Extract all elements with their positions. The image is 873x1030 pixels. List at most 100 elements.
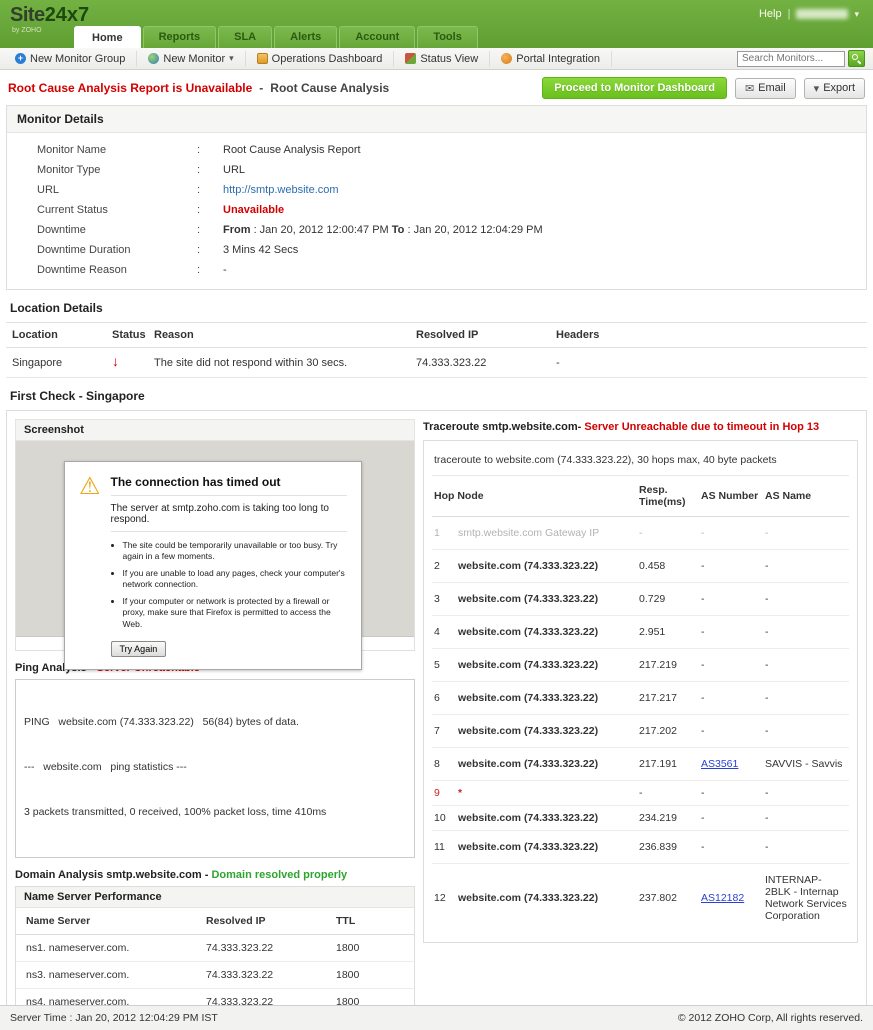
try-again-button[interactable]: Try Again [110, 641, 167, 658]
username-obscured[interactable] [796, 9, 849, 19]
nsp-table-row: ns3. nameserver.com. 74.333.323.22 1800 [16, 962, 414, 989]
traceroute-column: Traceroute smtp.website.com- Server Unre… [423, 419, 858, 1005]
location-table-row: Singapore ↓ The site did not respond wit… [6, 348, 867, 378]
monitor-details-heading: Monitor Details [7, 106, 866, 133]
server-time: Server Time : Jan 20, 2012 12:04:29 PM I… [10, 1012, 218, 1024]
dialog-title: The connection has timed out [110, 475, 347, 496]
traceroute-row: 5 website.com (74.333.323.22) 217.219 - … [432, 649, 849, 682]
current-status-label: Current Status [37, 204, 108, 216]
current-status-value: Unavailable [223, 204, 285, 216]
monitor-name-label: Monitor Name [37, 144, 107, 156]
help-link[interactable]: Help [758, 8, 782, 20]
dialog-bullet-list: The site could be temporarily unavailabl… [123, 540, 347, 630]
email-icon: ✉ [744, 82, 755, 95]
copyright: © 2012 ZOHO Corp, All rights reserved. [677, 1012, 863, 1024]
traceroute-row: 12 website.com (74.333.323.22) 237.802 A… [434, 874, 847, 922]
status-view-label: Status View [420, 52, 479, 65]
screenshot-image-area: ⚠ The connection has timed out The serve… [16, 441, 414, 671]
traceroute-row: 3 website.com (74.333.323.22) 0.729 - - [432, 583, 849, 616]
traceroute-row: 4 website.com (74.333.323.22) 2.951 - - [432, 616, 849, 649]
user-caret-icon[interactable]: ▾ [854, 8, 859, 19]
tab-alerts[interactable]: Alerts [274, 26, 338, 48]
ping-line: --- website.com ping statistics --- [24, 761, 187, 773]
screenshot-panel: ⚠ The connection has timed out The serve… [15, 441, 415, 671]
tab-home[interactable]: Home [74, 26, 141, 48]
logo-247-text: 24x7 [44, 4, 90, 26]
downtime-from-value: : Jan 20, 2012 12:00:47 PM [253, 224, 389, 236]
page-title-row: Root Cause Analysis Report is Unavailabl… [0, 70, 873, 105]
traceroute-row: 2 website.com (74.333.323.22) 0.458 - - [432, 550, 849, 583]
operations-dashboard-label: Operations Dashboard [271, 52, 383, 65]
downtime-to-label: To [391, 224, 405, 236]
as-number-link[interactable]: AS3561 [701, 758, 739, 770]
screenshot-heading: Screenshot [15, 419, 415, 441]
unavailable-alert-text: Root Cause Analysis Report is Unavailabl… [8, 81, 253, 95]
dialog-bullet: If you are unable to load any pages, che… [123, 568, 347, 591]
status-view-icon [405, 53, 417, 64]
traceroute-intro-line: traceroute to website.com (74.333.323.22… [432, 447, 849, 476]
monitor-name-row: Monitor Name : Root Cause Analysis Repor… [7, 140, 866, 160]
site24x7-logo: Site24x7 by ZOHO [10, 5, 89, 34]
as-number-link[interactable]: AS12182 [701, 892, 745, 904]
traceroute-row-timeout: 9 * - - - [432, 781, 849, 806]
downtime-duration-label: Downtime Duration [37, 244, 131, 256]
traceroute-row: 6 website.com (74.333.323.22) 217.217 - … [432, 682, 849, 715]
logo-byline: by ZOHO [12, 27, 42, 34]
new-monitor-button[interactable]: New Monitor ▾ [137, 50, 246, 67]
traceroute-row: 10 website.com (74.333.323.22) 234.219 -… [432, 806, 849, 831]
chevron-down-icon: ▾ [813, 82, 820, 95]
toolbar: + New Monitor Group New Monitor ▾ Operat… [0, 48, 873, 70]
portal-integration-button[interactable]: Portal Integration [490, 50, 613, 67]
monitor-type-value: URL [223, 164, 246, 176]
monitor-type-row: Monitor Type : URL [7, 160, 866, 180]
location-table-header: Location Status Reason Resolved IP Heade… [6, 322, 867, 348]
email-button[interactable]: ✉ Email [734, 77, 796, 99]
downtime-reason-row: Downtime Reason : - [7, 260, 866, 280]
new-monitor-label: New Monitor [163, 52, 226, 65]
new-monitor-group-label: New Monitor Group [30, 52, 126, 65]
downtime-duration-row: Downtime Duration : 3 Mins 42 Secs [7, 240, 866, 260]
tab-sla[interactable]: SLA [218, 26, 273, 48]
monitored-url-link[interactable]: http://smtp.website.com [223, 184, 339, 196]
email-button-label: Email [758, 82, 786, 94]
proceed-to-dashboard-button[interactable]: Proceed to Monitor Dashboard [542, 77, 727, 99]
search-button[interactable] [848, 50, 865, 67]
monitor-details-box: Monitor Details Monitor Name : Root Caus… [6, 105, 867, 290]
monitor-search [737, 50, 865, 67]
plus-circle-icon: + [15, 53, 26, 64]
search-input[interactable] [737, 50, 845, 67]
dashboard-icon [256, 53, 268, 64]
status-view-button[interactable]: Status View [394, 50, 491, 67]
portal-icon [501, 53, 513, 64]
traceroute-row: 7 website.com (74.333.323.22) 217.202 - … [432, 715, 849, 748]
tab-account[interactable]: Account [339, 26, 416, 48]
dialog-bullet: If your computer or network is protected… [123, 596, 347, 630]
page-title: Root Cause Analysis [270, 81, 390, 95]
main-tabs: Home Reports SLA Alerts Account Tools [74, 26, 480, 48]
monitor-name-value: Root Cause Analysis Report [223, 144, 361, 156]
tab-reports[interactable]: Reports [142, 26, 217, 48]
export-button[interactable]: ▾ Export [803, 77, 865, 99]
first-check-box: Screenshot ⚠ The connection has timed ou… [6, 410, 867, 1005]
location-details-table: Location Status Reason Resolved IP Heade… [6, 322, 867, 378]
ping-line: PING website.com (74.333.323.22) 56(84) … [24, 716, 299, 728]
traceroute-panel: traceroute to website.com (74.333.323.22… [423, 440, 858, 943]
status-down-arrow-icon: ↓ [112, 353, 119, 369]
operations-dashboard-button[interactable]: Operations Dashboard [246, 50, 395, 67]
new-monitor-group-button[interactable]: + New Monitor Group [4, 50, 138, 67]
search-icon [852, 54, 858, 60]
dialog-bullet: The site could be temporarily unavailabl… [123, 540, 347, 563]
tab-tools[interactable]: Tools [417, 26, 478, 48]
browser-timeout-dialog: ⚠ The connection has timed out The serve… [64, 461, 362, 671]
reason-value: The site did not respond within 30 secs. [154, 356, 348, 369]
monitor-type-label: Monitor Type [37, 164, 101, 176]
downtime-duration-value: 3 Mins 42 Secs [223, 244, 299, 256]
url-row: URL : http://smtp.website.com [7, 180, 866, 200]
top-banner: Site24x7 by ZOHO Help | ▾ Home Reports S… [0, 0, 873, 48]
nsp-table-header: Name Server Resolved IP TTL [16, 908, 414, 935]
name-server-performance-box: Name Server Performance Name Server Reso… [15, 886, 415, 1005]
url-label: URL [37, 184, 60, 196]
portal-integration-label: Portal Integration [516, 52, 601, 65]
traceroute-table-header: Hop Node Resp. Time(ms) AS Number AS Nam… [432, 476, 849, 517]
first-check-heading: First Check - Singapore [10, 389, 145, 403]
